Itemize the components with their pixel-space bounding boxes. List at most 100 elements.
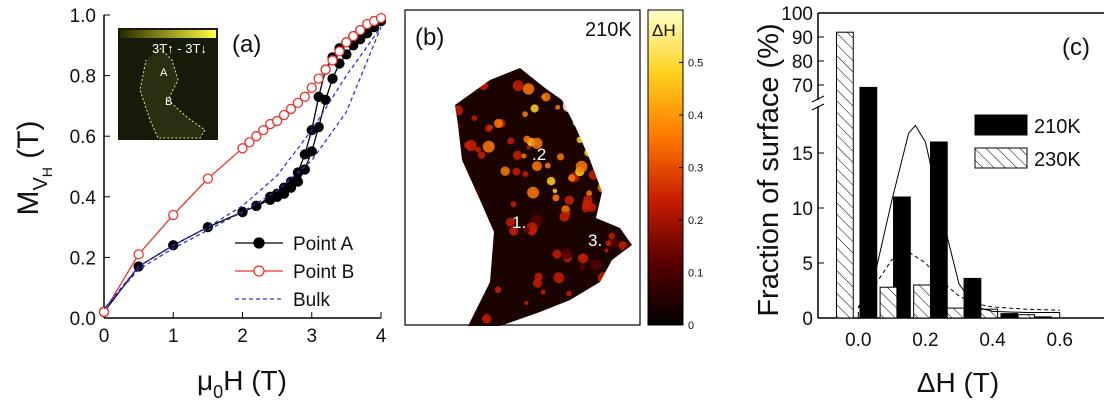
y-axis-label-sub: V <box>30 177 52 191</box>
data-point <box>258 124 269 136</box>
inset-point-label: B <box>165 96 172 108</box>
y-axis-label-part: (T) <box>12 120 45 167</box>
x-axis-label: μ0H (T) <box>197 365 287 402</box>
hot-spot <box>505 217 516 227</box>
data-point <box>202 221 214 233</box>
hot-spot <box>500 166 510 176</box>
fit-curve <box>857 124 1060 313</box>
x-axis-label-part: H (T) <box>223 365 287 396</box>
hot-spot <box>512 167 521 176</box>
data-point <box>313 91 324 102</box>
hot-spot <box>509 226 519 236</box>
hot-spot <box>581 204 590 213</box>
legend-label: 210K <box>1034 116 1081 138</box>
hot-spot <box>553 272 565 284</box>
hot-spot <box>471 115 478 121</box>
y-tick-label: 100 <box>781 4 813 25</box>
hot-spot <box>530 104 539 113</box>
hot-spot <box>523 226 530 233</box>
y-axis-label: Fraction of surface (%) <box>753 23 785 316</box>
data-point <box>265 191 276 202</box>
hot-spot <box>541 94 546 100</box>
hot-spot <box>532 161 543 172</box>
hot-spot <box>590 259 602 271</box>
y-tick-label: 0.2 <box>70 248 96 269</box>
hot-spot <box>579 264 586 271</box>
map-title: 210K <box>585 19 632 41</box>
data-point <box>202 173 214 184</box>
hot-spot <box>526 145 531 150</box>
y-tick-label: 90 <box>792 28 813 49</box>
hot-spot <box>507 137 515 145</box>
y-tick-label: 0.4 <box>70 188 97 209</box>
colorbar-label: ΔH <box>652 21 676 40</box>
hot-spot <box>494 286 502 293</box>
data-point <box>133 249 144 260</box>
data-point <box>320 64 331 75</box>
hot-spot <box>477 151 486 159</box>
bar <box>913 284 931 319</box>
legend-label: Point A <box>293 234 354 255</box>
data-point <box>327 55 338 66</box>
hot-spot <box>557 153 565 161</box>
inset-point-label: A <box>160 67 168 79</box>
hot-spot <box>527 186 539 199</box>
data-point <box>168 209 179 221</box>
bar <box>859 86 878 319</box>
colorbar-tick-label: 0.4 <box>688 110 703 122</box>
legend-label: 230K <box>1034 149 1081 171</box>
hot-spot <box>522 171 529 178</box>
data-point <box>327 73 338 84</box>
x-tick-label: 0.0 <box>845 330 871 351</box>
point-label: 3. <box>588 231 602 250</box>
data-point <box>244 137 255 148</box>
hot-spot <box>604 248 609 253</box>
y-tick-label: 0.8 <box>70 67 96 88</box>
panel-label: (a) <box>232 31 261 58</box>
y-tick-label: 15 <box>792 144 813 165</box>
data-point <box>285 176 297 187</box>
y-tick-label: 10 <box>792 199 813 220</box>
hot-spot <box>566 290 572 297</box>
legend-marker <box>253 265 265 277</box>
x-axis-label-sub: 0 <box>213 382 223 402</box>
inset-field-label: 3T↑ - 3T↓ <box>152 41 207 56</box>
data-point <box>341 37 352 48</box>
point-label: 1. <box>512 213 526 232</box>
hot-spot <box>552 249 562 259</box>
hot-spot <box>531 137 543 149</box>
fit-curve <box>857 251 1060 311</box>
y-tick-label: 5 <box>802 254 813 275</box>
x-tick-label: 2 <box>237 326 248 347</box>
data-point <box>306 82 317 93</box>
inset-outline <box>139 47 206 139</box>
bar <box>929 141 948 319</box>
y-axis-label-part: M <box>12 191 45 216</box>
hot-spot <box>540 289 546 295</box>
y-tick-label: 0.0 <box>70 309 96 330</box>
hot-spot <box>510 201 517 208</box>
data-point <box>299 149 310 160</box>
hot-spot <box>544 162 551 169</box>
data-point <box>292 97 304 109</box>
y-axis-label: MVH (T) <box>12 120 55 215</box>
data-point <box>278 109 290 121</box>
colorbar-tick-label: 0.5 <box>688 58 703 70</box>
hot-spot <box>586 190 593 197</box>
bar <box>879 286 898 319</box>
panel-label: (c) <box>1062 34 1090 61</box>
hot-spot <box>555 104 561 110</box>
colorbar-tick-label: 0 <box>688 320 694 332</box>
hot-spot <box>493 118 503 128</box>
legend-label: Point B <box>293 262 354 283</box>
colorbar-tick-label: 0.3 <box>688 163 703 175</box>
bar <box>963 277 982 319</box>
colorbar-tick-label: 0.2 <box>688 215 703 227</box>
hot-spot <box>523 135 531 143</box>
data-point <box>313 73 324 84</box>
data-point <box>237 143 248 154</box>
hot-spot <box>568 174 576 182</box>
panel-label: (b) <box>415 24 444 51</box>
x-tick-label: 1 <box>168 326 179 347</box>
